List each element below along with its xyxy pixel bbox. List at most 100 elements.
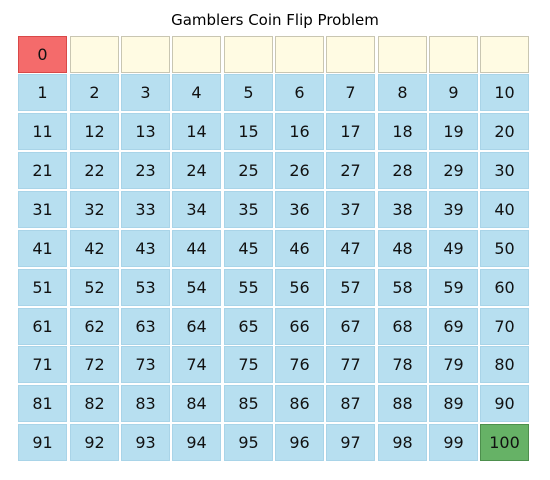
number-cell[interactable]: 67 [326,308,375,345]
number-cell[interactable]: 78 [378,346,427,383]
number-cell[interactable]: 52 [70,269,119,306]
number-cell[interactable]: 22 [70,152,119,189]
number-cell[interactable]: 2 [70,74,119,111]
number-cell[interactable]: 53 [121,269,170,306]
number-cell[interactable]: 23 [121,152,170,189]
empty-slot[interactable] [224,36,273,73]
number-cell[interactable]: 77 [326,346,375,383]
number-cell[interactable]: 28 [378,152,427,189]
number-cell[interactable]: 69 [429,308,478,345]
number-cell[interactable]: 70 [480,308,529,345]
number-cell[interactable]: 76 [275,346,324,383]
number-cell[interactable]: 94 [172,424,221,461]
number-cell[interactable]: 8 [378,74,427,111]
empty-slot[interactable] [70,36,119,73]
number-cell[interactable]: 84 [172,385,221,422]
empty-slot[interactable] [275,36,324,73]
number-cell[interactable]: 93 [121,424,170,461]
number-cell[interactable]: 72 [70,346,119,383]
number-cell[interactable]: 80 [480,346,529,383]
number-cell[interactable]: 82 [70,385,119,422]
number-cell[interactable]: 16 [275,113,324,150]
number-cell[interactable]: 44 [172,230,221,267]
number-cell[interactable]: 26 [275,152,324,189]
number-cell[interactable]: 38 [378,191,427,228]
number-cell[interactable]: 66 [275,308,324,345]
number-cell[interactable]: 6 [275,74,324,111]
start-cell[interactable]: 0 [18,36,67,73]
number-cell[interactable]: 96 [275,424,324,461]
number-cell[interactable]: 81 [18,385,67,422]
number-cell[interactable]: 42 [70,230,119,267]
number-cell[interactable]: 65 [224,308,273,345]
number-cell[interactable]: 30 [480,152,529,189]
number-cell[interactable]: 97 [326,424,375,461]
number-cell[interactable]: 5 [224,74,273,111]
number-cell[interactable]: 11 [18,113,67,150]
number-cell[interactable]: 21 [18,152,67,189]
number-cell[interactable]: 17 [326,113,375,150]
number-cell[interactable]: 60 [480,269,529,306]
number-cell[interactable]: 34 [172,191,221,228]
number-cell[interactable]: 63 [121,308,170,345]
number-cell[interactable]: 73 [121,346,170,383]
number-cell[interactable]: 47 [326,230,375,267]
empty-slot[interactable] [429,36,478,73]
empty-slot[interactable] [172,36,221,73]
empty-slot[interactable] [326,36,375,73]
number-cell[interactable]: 32 [70,191,119,228]
number-cell[interactable]: 89 [429,385,478,422]
number-cell[interactable]: 13 [121,113,170,150]
number-cell[interactable]: 74 [172,346,221,383]
number-cell[interactable]: 54 [172,269,221,306]
number-cell[interactable]: 1 [18,74,67,111]
number-cell[interactable]: 98 [378,424,427,461]
number-cell[interactable]: 7 [326,74,375,111]
empty-slot[interactable] [480,36,529,73]
number-cell[interactable]: 36 [275,191,324,228]
number-cell[interactable]: 20 [480,113,529,150]
number-cell[interactable]: 29 [429,152,478,189]
number-cell[interactable]: 27 [326,152,375,189]
number-cell[interactable]: 19 [429,113,478,150]
number-cell[interactable]: 75 [224,346,273,383]
number-cell[interactable]: 95 [224,424,273,461]
number-cell[interactable]: 12 [70,113,119,150]
number-cell[interactable]: 45 [224,230,273,267]
empty-slot[interactable] [378,36,427,73]
number-cell[interactable]: 61 [18,308,67,345]
number-cell[interactable]: 14 [172,113,221,150]
number-cell[interactable]: 86 [275,385,324,422]
number-cell[interactable]: 59 [429,269,478,306]
number-cell[interactable]: 87 [326,385,375,422]
number-cell[interactable]: 48 [378,230,427,267]
number-cell[interactable]: 31 [18,191,67,228]
number-cell[interactable]: 46 [275,230,324,267]
number-cell[interactable]: 43 [121,230,170,267]
number-cell[interactable]: 85 [224,385,273,422]
number-cell[interactable]: 62 [70,308,119,345]
number-cell[interactable]: 68 [378,308,427,345]
number-cell[interactable]: 56 [275,269,324,306]
number-cell[interactable]: 33 [121,191,170,228]
number-cell[interactable]: 24 [172,152,221,189]
number-cell[interactable]: 37 [326,191,375,228]
number-cell[interactable]: 92 [70,424,119,461]
number-cell[interactable]: 18 [378,113,427,150]
number-cell[interactable]: 91 [18,424,67,461]
number-cell[interactable]: 4 [172,74,221,111]
number-cell[interactable]: 79 [429,346,478,383]
number-cell[interactable]: 64 [172,308,221,345]
number-cell[interactable]: 88 [378,385,427,422]
number-cell[interactable]: 10 [480,74,529,111]
number-cell[interactable]: 90 [480,385,529,422]
number-cell[interactable]: 57 [326,269,375,306]
number-cell[interactable]: 83 [121,385,170,422]
number-cell[interactable]: 25 [224,152,273,189]
number-cell[interactable]: 49 [429,230,478,267]
number-cell[interactable]: 40 [480,191,529,228]
number-cell[interactable]: 35 [224,191,273,228]
number-cell[interactable]: 50 [480,230,529,267]
number-cell[interactable]: 41 [18,230,67,267]
number-cell[interactable]: 51 [18,269,67,306]
